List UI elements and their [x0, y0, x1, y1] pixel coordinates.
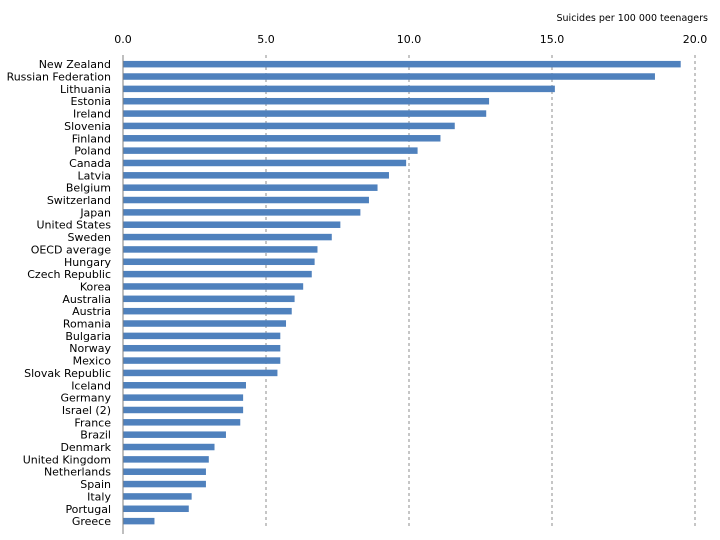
category-label: United Kingdom — [23, 453, 111, 466]
category-label: Lithuania — [60, 83, 111, 96]
category-label: Latvia — [78, 169, 112, 182]
category-label: Bulgaria — [65, 330, 111, 343]
bar — [123, 431, 226, 438]
bar — [123, 505, 189, 513]
category-label: Denmark — [60, 441, 111, 454]
bar — [123, 258, 315, 266]
category-label: Mexico — [73, 355, 112, 368]
bar — [123, 468, 206, 475]
bar — [123, 283, 304, 290]
category-label: Czech Republic — [27, 268, 111, 281]
bar — [123, 456, 209, 463]
bar — [123, 320, 287, 327]
bar — [123, 480, 206, 488]
category-label: France — [74, 416, 111, 429]
category-label: Slovenia — [64, 120, 111, 133]
category-label: Slovak Republic — [24, 367, 111, 380]
bar — [123, 233, 332, 241]
category-label: Portugal — [65, 503, 111, 516]
category-label: Korea — [80, 280, 111, 293]
category-label: Greece — [72, 515, 111, 528]
bar — [123, 147, 418, 154]
bar — [123, 270, 312, 278]
bar — [123, 85, 555, 93]
bar — [123, 209, 361, 216]
bar — [123, 221, 341, 228]
category-label: Hungary — [64, 256, 111, 269]
bar — [123, 60, 681, 68]
category-label: Brazil — [80, 429, 111, 442]
category-label: Estonia — [71, 95, 112, 108]
category-label: Austria — [72, 305, 111, 318]
category-label: Poland — [74, 145, 111, 158]
x-axis-label: Suicides per 100 000 teenagers — [557, 13, 709, 24]
bar — [123, 382, 246, 389]
bar — [123, 443, 215, 451]
category-label: Belgium — [66, 182, 111, 195]
bar — [123, 184, 378, 191]
bar — [123, 73, 655, 80]
bar — [123, 172, 389, 179]
category-label: Switzerland — [47, 194, 111, 207]
bar — [123, 97, 490, 105]
category-label: Israel (2) — [62, 404, 111, 417]
bar — [123, 295, 295, 303]
category-label: Japan — [79, 206, 111, 219]
category-label: Sweden — [68, 231, 111, 244]
category-label: Netherlands — [44, 466, 111, 479]
category-label: Canada — [69, 157, 111, 170]
category-label: Finland — [72, 132, 111, 145]
category-label: Italy — [87, 490, 111, 503]
bar — [123, 419, 241, 426]
bar — [123, 517, 155, 525]
bar — [123, 110, 487, 117]
bar — [123, 357, 281, 364]
gridlines — [265, 55, 696, 528]
bar — [123, 159, 407, 167]
category-label: Russian Federation — [7, 71, 111, 84]
bar — [123, 332, 281, 340]
category-label: Norway — [69, 342, 111, 355]
category-label: Australia — [62, 293, 111, 306]
bar — [123, 369, 278, 377]
category-label: Romania — [63, 318, 111, 331]
bar — [123, 394, 244, 401]
bar — [123, 246, 318, 253]
category-label: Iceland — [71, 379, 111, 392]
x-tick-label: 0.0 — [114, 33, 132, 46]
bar — [123, 493, 192, 500]
category-label: Spain — [80, 478, 111, 491]
x-tick-label: 10.0 — [397, 33, 422, 46]
bar — [123, 196, 369, 204]
x-tick-label: 5.0 — [257, 33, 275, 46]
category-label: OECD average — [31, 243, 112, 256]
bar — [123, 307, 292, 315]
x-tick-label: 20.0 — [683, 33, 708, 46]
bar — [123, 135, 441, 142]
category-label: Germany — [60, 392, 111, 405]
bar — [123, 122, 455, 130]
bar — [123, 406, 244, 414]
x-tick-label: 15.0 — [540, 33, 565, 46]
x-axis-ticks: 0.0 5.0 10.0 15.0 20.0 — [114, 33, 707, 46]
category-label: United States — [37, 219, 112, 232]
category-label: New Zealand — [39, 58, 111, 71]
bars — [123, 60, 681, 525]
category-label: Ireland — [73, 108, 111, 121]
bar — [123, 344, 281, 352]
